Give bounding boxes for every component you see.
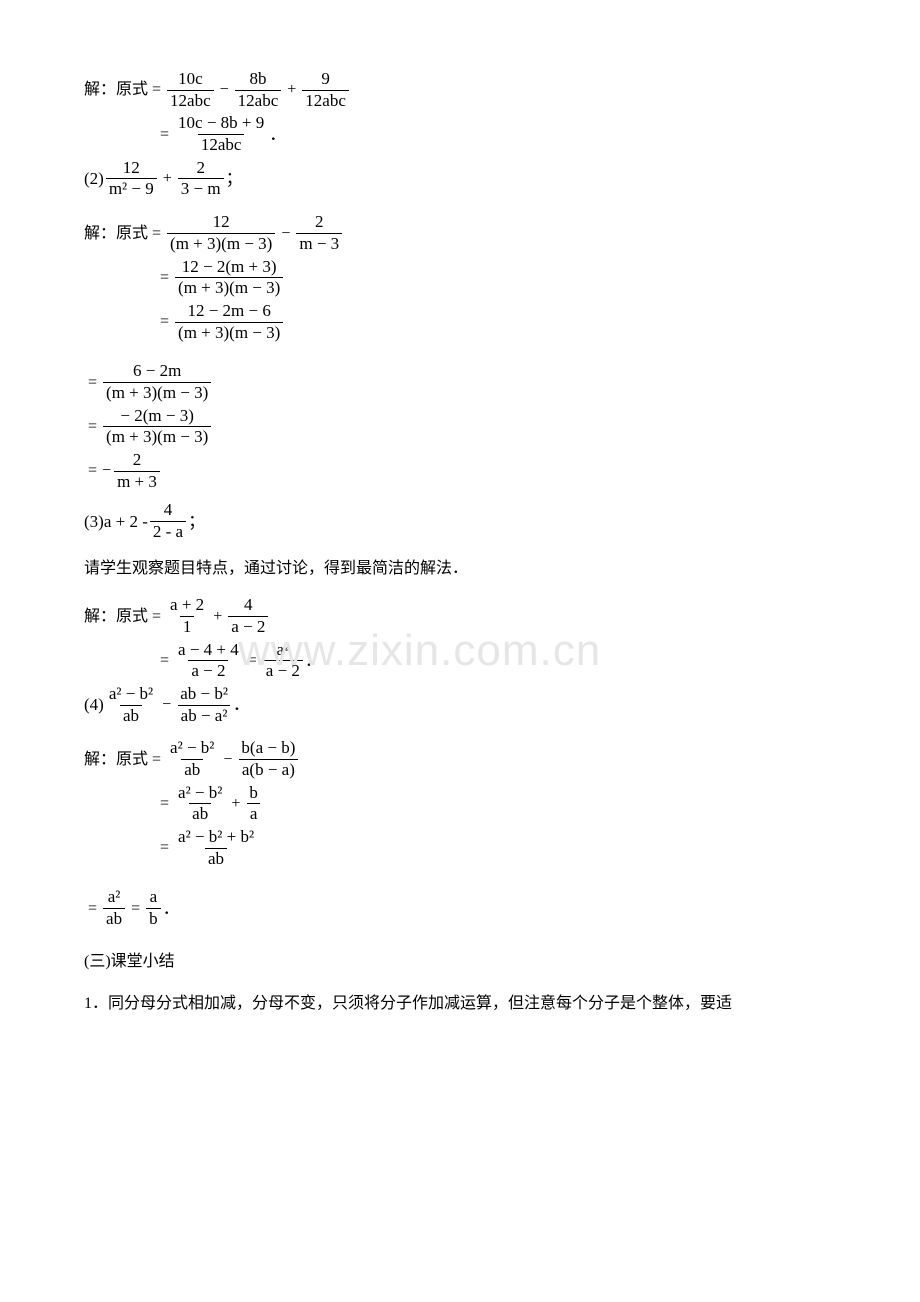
- minus: −: [219, 747, 236, 773]
- plus: +: [209, 604, 226, 630]
- equals: =: [148, 604, 165, 630]
- frac: 12m² − 9: [106, 159, 157, 199]
- solution-4d: = a²ab = ab ．: [84, 888, 836, 928]
- frac: 12 − 2(m + 3)(m + 3)(m − 3): [175, 258, 283, 298]
- frac: a²ab: [103, 888, 125, 928]
- equals: =: [156, 122, 173, 148]
- plus: +: [227, 791, 244, 817]
- frac: a² − b²ab: [175, 784, 225, 824]
- plus: +: [159, 166, 176, 192]
- frac: 912abc: [302, 70, 349, 110]
- sentence-1: 请学生观察题目特点，通过讨论，得到最简洁的解法．: [84, 554, 836, 584]
- frac: a² − b² + b²ab: [175, 828, 257, 868]
- label: 解：原式: [84, 77, 148, 103]
- frac: 4a − 2: [228, 596, 268, 636]
- period: ．: [305, 647, 322, 674]
- label: 解：原式: [84, 604, 148, 630]
- minus: −: [277, 221, 294, 247]
- solution-line-1b: = 10c − 8b + 912abc ．: [156, 114, 836, 154]
- solution-2d: = 6 − 2m(m + 3)(m − 3): [84, 362, 836, 402]
- solution-3a: 解：原式 = a + 21 + 4a − 2: [84, 596, 836, 636]
- frac: a − 4 + 4a − 2: [175, 641, 242, 681]
- frac: a² − b²ab: [167, 739, 217, 779]
- equals: =: [156, 648, 173, 674]
- equals: =: [244, 648, 261, 674]
- equals: =: [156, 791, 173, 817]
- equals: =: [156, 835, 173, 861]
- period: ．: [163, 895, 180, 922]
- minus: −: [216, 77, 233, 103]
- frac: a + 21: [167, 596, 207, 636]
- section-heading: (三)课堂小结: [84, 947, 836, 977]
- label: 解：原式: [84, 221, 148, 247]
- label: (3)a + 2 -: [84, 508, 148, 535]
- plus: +: [283, 77, 300, 103]
- neg: −: [101, 458, 112, 484]
- semicolon: ；: [188, 508, 205, 535]
- equals: =: [148, 77, 165, 103]
- frac: ba: [246, 784, 261, 824]
- label: 解：原式: [84, 747, 148, 773]
- solution-2c: = 12 − 2m − 6(m + 3)(m − 3): [156, 302, 836, 342]
- equals: =: [148, 221, 165, 247]
- solution-3b: = a − 4 + 4a − 2 = a²a − 2 ．: [156, 641, 836, 681]
- solution-2a: 解：原式 = 12(m + 3)(m − 3) − 2m − 3: [84, 213, 836, 253]
- equals: =: [156, 309, 173, 335]
- equals: =: [84, 458, 101, 484]
- minus: −: [158, 692, 175, 718]
- frac: − 2(m − 3)(m + 3)(m − 3): [103, 407, 211, 447]
- equals: =: [84, 370, 101, 396]
- frac: 12 − 2m − 6(m + 3)(m − 3): [175, 302, 283, 342]
- problem-3: (3)a + 2 - 42 - a ；: [84, 501, 836, 541]
- problem-2: (2) 12m² − 9 + 23 − m ；: [84, 159, 836, 199]
- frac: 2m − 3: [296, 213, 342, 253]
- equals: =: [156, 265, 173, 291]
- semicolon: ；: [226, 165, 243, 192]
- period: ．: [269, 121, 286, 148]
- frac: a²a − 2: [263, 641, 303, 681]
- equals: =: [148, 747, 165, 773]
- frac: b(a − b)a(b − a): [238, 739, 298, 779]
- frac: 12(m + 3)(m − 3): [167, 213, 275, 253]
- period: ．: [233, 691, 250, 718]
- solution-2b: = 12 − 2(m + 3)(m + 3)(m − 3): [156, 258, 836, 298]
- frac: 8b12abc: [235, 70, 282, 110]
- label: (4): [84, 691, 104, 718]
- equals: =: [84, 896, 101, 922]
- frac: 2m + 3: [114, 451, 160, 491]
- solution-line-1: 解：原式 = 10c12abc − 8b12abc + 912abc: [84, 70, 836, 110]
- solution-2e: = − 2(m − 3)(m + 3)(m − 3): [84, 407, 836, 447]
- equals: =: [127, 896, 144, 922]
- frac: ab − b²ab − a²: [177, 685, 231, 725]
- frac: a² − b²ab: [106, 685, 156, 725]
- label: (2): [84, 165, 104, 192]
- solution-4c: = a² − b² + b²ab: [156, 828, 836, 868]
- equals: =: [84, 414, 101, 440]
- solution-4b: = a² − b²ab + ba: [156, 784, 836, 824]
- frac: 10c12abc: [167, 70, 214, 110]
- frac: ab: [146, 888, 161, 928]
- frac: 6 − 2m(m + 3)(m − 3): [103, 362, 211, 402]
- solution-4a: 解：原式 = a² − b²ab − b(a − b)a(b − a): [84, 739, 836, 779]
- paragraph-1: 1．同分母分式相加减，分母不变，只须将分子作加减运算，但注意每个分子是个整体，要…: [84, 989, 836, 1019]
- problem-4: (4) a² − b²ab − ab − b²ab − a² ．: [84, 685, 836, 725]
- solution-2f: = − 2m + 3: [84, 451, 836, 491]
- frac: 42 - a: [150, 501, 186, 541]
- frac: 10c − 8b + 912abc: [175, 114, 267, 154]
- frac: 23 − m: [178, 159, 224, 199]
